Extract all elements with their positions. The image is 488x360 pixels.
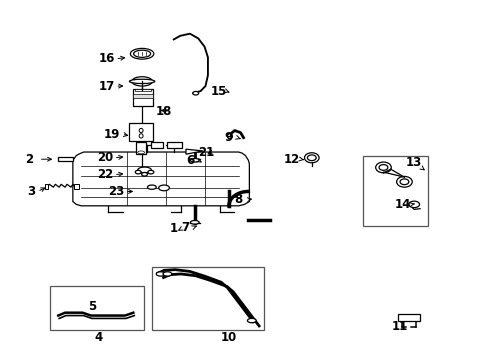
Text: 17: 17 bbox=[99, 80, 115, 93]
Ellipse shape bbox=[147, 185, 156, 189]
Bar bbox=[167, 142, 182, 148]
Bar bbox=[133, 94, 153, 98]
Text: 12: 12 bbox=[284, 153, 300, 166]
Polygon shape bbox=[185, 149, 203, 154]
Text: 10: 10 bbox=[220, 330, 237, 343]
Ellipse shape bbox=[133, 50, 150, 57]
Text: 5: 5 bbox=[88, 300, 96, 313]
Text: 4: 4 bbox=[94, 330, 102, 343]
Ellipse shape bbox=[158, 185, 169, 191]
Bar bbox=[136, 141, 146, 154]
Ellipse shape bbox=[139, 134, 143, 138]
Ellipse shape bbox=[132, 77, 152, 86]
Ellipse shape bbox=[135, 170, 141, 174]
Text: 11: 11 bbox=[390, 320, 407, 333]
Polygon shape bbox=[73, 152, 249, 206]
Ellipse shape bbox=[130, 48, 154, 59]
Text: 22: 22 bbox=[97, 168, 113, 181]
Bar bbox=[44, 184, 48, 189]
Ellipse shape bbox=[148, 170, 154, 174]
Text: 7: 7 bbox=[181, 221, 189, 234]
Ellipse shape bbox=[408, 201, 419, 208]
Text: 3: 3 bbox=[27, 185, 35, 198]
Bar bbox=[133, 89, 153, 107]
Ellipse shape bbox=[227, 134, 232, 139]
Ellipse shape bbox=[138, 151, 144, 154]
Text: 16: 16 bbox=[99, 52, 115, 65]
Ellipse shape bbox=[192, 91, 198, 95]
Ellipse shape bbox=[378, 165, 387, 170]
Text: 13: 13 bbox=[405, 156, 422, 169]
Ellipse shape bbox=[247, 319, 256, 323]
Bar bbox=[129, 123, 153, 141]
Text: 1: 1 bbox=[169, 222, 178, 235]
Ellipse shape bbox=[142, 172, 147, 176]
Bar bbox=[50, 286, 144, 330]
Text: 8: 8 bbox=[234, 193, 242, 206]
Ellipse shape bbox=[163, 272, 171, 276]
Text: 2: 2 bbox=[25, 153, 33, 166]
Bar bbox=[152, 267, 264, 330]
Ellipse shape bbox=[190, 158, 199, 162]
Text: 20: 20 bbox=[97, 151, 113, 164]
Ellipse shape bbox=[138, 167, 151, 173]
Polygon shape bbox=[58, 157, 73, 161]
Text: 9: 9 bbox=[224, 131, 233, 144]
Text: 14: 14 bbox=[394, 198, 410, 211]
Ellipse shape bbox=[156, 272, 164, 276]
Bar bbox=[135, 89, 151, 91]
Bar bbox=[74, 184, 79, 189]
Ellipse shape bbox=[399, 179, 408, 185]
Text: 6: 6 bbox=[185, 154, 194, 167]
Bar bbox=[362, 156, 427, 226]
Ellipse shape bbox=[304, 153, 319, 163]
Ellipse shape bbox=[190, 221, 199, 224]
Bar bbox=[151, 142, 163, 148]
Ellipse shape bbox=[396, 176, 411, 187]
Ellipse shape bbox=[307, 155, 316, 161]
Bar bbox=[397, 314, 419, 320]
Ellipse shape bbox=[129, 79, 155, 84]
Ellipse shape bbox=[375, 162, 390, 173]
Text: 19: 19 bbox=[103, 127, 120, 141]
Ellipse shape bbox=[139, 129, 143, 133]
Text: 23: 23 bbox=[108, 185, 124, 198]
Text: 15: 15 bbox=[210, 85, 227, 98]
Text: 18: 18 bbox=[156, 105, 172, 118]
Text: 21: 21 bbox=[198, 145, 214, 158]
